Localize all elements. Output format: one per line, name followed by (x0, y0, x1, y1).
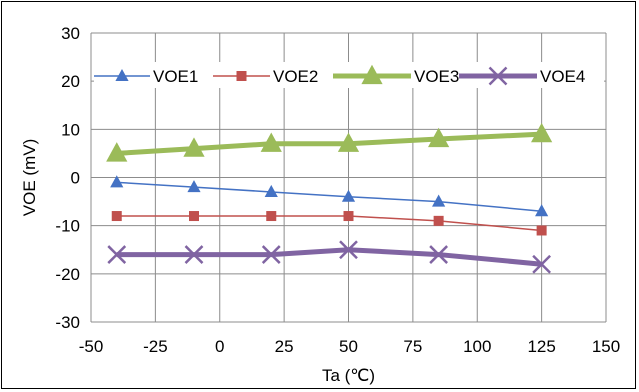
x-tick-label: -50 (79, 337, 104, 356)
legend-item-voe4: VOE4 (459, 66, 585, 86)
y-tick-label: 30 (61, 24, 80, 43)
data-point (264, 184, 278, 197)
data-point (531, 122, 553, 143)
legend-label: VOE1 (153, 67, 198, 86)
data-point (260, 132, 282, 152)
data-point (110, 175, 124, 188)
series-line (116, 247, 542, 267)
series-voe4 (107, 240, 552, 274)
data-point (115, 68, 129, 81)
data-point (488, 66, 508, 86)
y-tick-label: 20 (61, 72, 80, 91)
data-point (341, 189, 356, 202)
data-point (189, 211, 199, 222)
data-point (433, 215, 444, 226)
data-point (337, 132, 360, 152)
series-line (116, 131, 542, 156)
data-point (535, 204, 549, 217)
y-tick-label: 10 (61, 120, 80, 139)
legend-label: VOE4 (540, 67, 585, 86)
series-layer (106, 122, 553, 274)
y-tick-label: 0 (71, 169, 80, 188)
grid-lines (90, 32, 607, 323)
x-tick-label: 125 (527, 337, 555, 356)
data-point (536, 225, 547, 236)
series-voe3 (106, 122, 553, 162)
y-tick-label: -10 (55, 217, 80, 236)
x-tick-label: 100 (463, 337, 491, 356)
legend: VOE1 VOE2 VOE3 VOE4 (94, 62, 604, 88)
data-point (361, 64, 383, 85)
legend-item-voe1: VOE1 (94, 67, 198, 86)
data-point (183, 137, 205, 157)
series-voe1 (110, 175, 549, 217)
x-axis-title: Ta (℃) (322, 366, 375, 385)
data-point (266, 211, 277, 222)
legend-label: VOE2 (273, 67, 318, 86)
x-tick-label: -25 (143, 337, 168, 356)
x-tick-label: 150 (592, 337, 620, 356)
legend-item-voe2: VOE2 (213, 67, 318, 86)
data-point (432, 194, 446, 207)
data-point (107, 245, 127, 264)
y-axis-title: VOE (mV) (20, 139, 39, 216)
series-line (116, 215, 542, 232)
y-tick-label: -20 (55, 265, 80, 284)
series-voe2 (111, 211, 547, 236)
data-point (532, 254, 552, 274)
data-point (429, 245, 449, 264)
data-point (106, 142, 128, 162)
data-point (236, 71, 247, 81)
data-point (187, 180, 201, 193)
data-point (111, 211, 122, 222)
legend-item-voe3: VOE3 (333, 64, 459, 86)
data-point (428, 127, 450, 148)
series-line (116, 181, 542, 212)
data-point (184, 245, 204, 264)
x-tick-label: 25 (275, 337, 294, 356)
tick-labels: -50 -25 0 25 50 75 100 125 150 -30 -20 -10 0 10 20 30 (55, 24, 620, 356)
x-tick-label: 75 (403, 337, 422, 356)
data-point (343, 211, 354, 222)
data-point (339, 240, 358, 260)
data-point (261, 245, 281, 264)
x-tick-label: 50 (339, 337, 358, 356)
y-tick-label: -30 (55, 313, 80, 332)
legend-label: VOE3 (414, 67, 459, 86)
x-tick-label: 0 (215, 337, 224, 356)
